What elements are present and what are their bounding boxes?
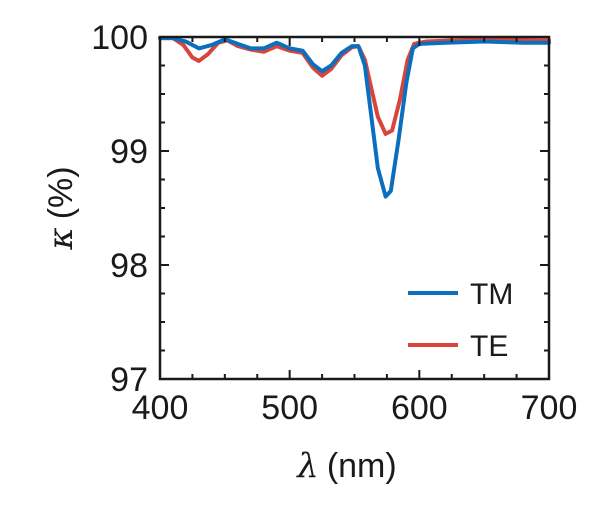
tick-labels: 400 500 600 700 97 98 99 100: [91, 19, 577, 427]
y-tick-label: 98: [110, 247, 148, 285]
x-tick-label: 600: [391, 389, 448, 427]
legend-label: TE: [470, 330, 508, 363]
y-tick-label: 100: [91, 19, 148, 57]
legend-label: TM: [470, 278, 513, 311]
plot-lines: [158, 36, 551, 199]
y-axis-symbol: κ: [41, 227, 81, 250]
axes-box: [158, 35, 551, 381]
x-axis-symbol: λ: [295, 446, 319, 486]
legend: TM TE: [408, 278, 513, 363]
y-tick-label: 99: [110, 133, 148, 171]
y-axis-label: κ (%): [41, 166, 81, 250]
x-axis-unit: (nm): [327, 447, 397, 485]
y-axis-unit: (%): [42, 166, 80, 219]
series-line-tm: [158, 36, 551, 199]
x-axis-label: λ (nm): [295, 446, 396, 486]
series-line-te: [158, 36, 551, 136]
x-tick-label: 500: [261, 389, 318, 427]
y-tick-label: 97: [110, 361, 148, 399]
x-tick-label: 400: [132, 389, 189, 427]
ticks: [159, 36, 550, 380]
legend-item-te: TE: [408, 330, 508, 363]
legend-item-tm: TM: [408, 278, 513, 311]
x-tick-label: 700: [521, 389, 578, 427]
